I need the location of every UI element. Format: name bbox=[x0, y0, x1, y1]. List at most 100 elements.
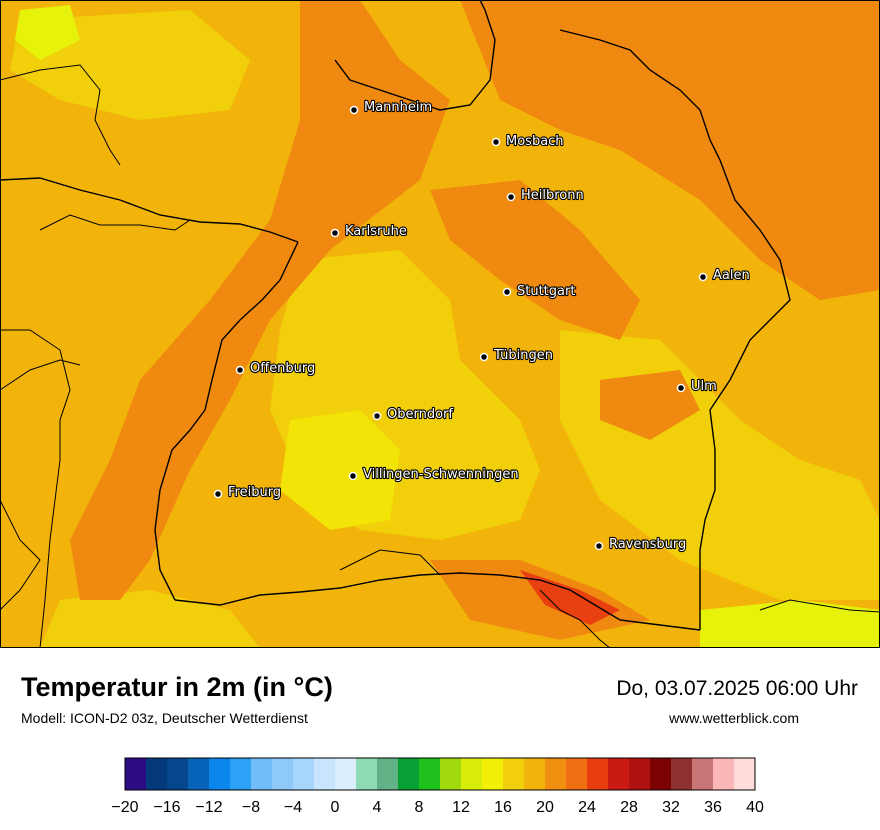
legend-tick-label: 20 bbox=[536, 799, 554, 816]
legend-swatch bbox=[146, 758, 168, 790]
city-label: Villingen-Schwenningen bbox=[363, 467, 519, 482]
legend-tick-label: −20 bbox=[111, 799, 138, 816]
legend-tick-label: 32 bbox=[662, 799, 680, 816]
legend-swatch bbox=[230, 758, 252, 790]
city-label: Freiburg bbox=[228, 485, 281, 500]
city-stuttgart: Stuttgart bbox=[502, 283, 577, 300]
legend-swatch bbox=[524, 758, 546, 790]
legend-tick-label: 28 bbox=[620, 799, 638, 816]
city-label: Karlsruhe bbox=[345, 224, 407, 239]
city-dot bbox=[698, 272, 708, 282]
city-mannheim: Mannheim bbox=[349, 99, 433, 116]
legend-tick-label: 4 bbox=[373, 799, 382, 816]
city-dot bbox=[330, 228, 340, 238]
temp-zone-red-lake bbox=[520, 570, 620, 625]
city-oberndorf: Oberndorf bbox=[372, 406, 454, 423]
legend-swatch bbox=[461, 758, 483, 790]
city-offenburg: Offenburg bbox=[235, 360, 316, 377]
temp-zone-orange-danube bbox=[600, 370, 700, 440]
legend-swatch bbox=[608, 758, 630, 790]
city-dot bbox=[349, 105, 359, 115]
temperature-map: Mannheim Mosbach Heilbronn Karlsruhe Aal… bbox=[0, 0, 880, 648]
legend-swatch bbox=[587, 758, 609, 790]
website-link[interactable]: www.wetterblick.com bbox=[669, 710, 799, 726]
legend-tick-label: −4 bbox=[284, 799, 302, 816]
legend-tick-label: 8 bbox=[415, 799, 424, 816]
city-villingen-schwenningen: Villingen-Schwenningen bbox=[348, 466, 520, 483]
legend-swatch bbox=[629, 758, 651, 790]
city-dot bbox=[372, 411, 382, 421]
state-borders bbox=[0, 0, 791, 631]
legend-swatch bbox=[335, 758, 357, 790]
city-label: Mosbach bbox=[506, 134, 564, 149]
temp-zone-gold-southwest bbox=[40, 590, 260, 648]
legend-tick-label: 24 bbox=[578, 799, 596, 816]
city-label: Tübingen bbox=[493, 348, 553, 363]
legend-swatch bbox=[293, 758, 315, 790]
legend-frame bbox=[124, 757, 756, 791]
city-tuebingen: Tübingen bbox=[479, 347, 554, 364]
city-markers: Mannheim Mosbach Heilbronn Karlsruhe Aal… bbox=[213, 99, 751, 553]
city-dot bbox=[676, 383, 686, 393]
city-aalen: Aalen bbox=[698, 267, 751, 284]
legend-swatch bbox=[713, 758, 735, 790]
temp-zone-orange-rhine bbox=[70, 0, 450, 600]
city-label: Heilbronn bbox=[521, 188, 584, 203]
color-legend: −20 −16 −12 −8 −4 0 4 8 12 16 20 24 28 32 36 40 bbox=[111, 757, 764, 816]
temp-zone-orange-northeast bbox=[460, 0, 880, 300]
legend-tick-label: −8 bbox=[242, 799, 260, 816]
legend-swatch bbox=[377, 758, 399, 790]
city-dot bbox=[479, 352, 489, 362]
legend-swatch bbox=[692, 758, 714, 790]
city-heilbronn: Heilbronn bbox=[506, 187, 585, 204]
city-karlsruhe: Karlsruhe bbox=[330, 223, 408, 240]
legend-swatch bbox=[440, 758, 462, 790]
city-dot bbox=[213, 489, 223, 499]
legend-swatch bbox=[188, 758, 210, 790]
city-freiburg: Freiburg bbox=[213, 484, 282, 501]
city-label: Aalen bbox=[713, 268, 750, 283]
temp-zone-orange-neckar bbox=[430, 180, 640, 340]
legend-swatch bbox=[482, 758, 504, 790]
legend-tick-label: −12 bbox=[195, 799, 222, 816]
city-label: Stuttgart bbox=[517, 284, 575, 299]
city-dot bbox=[594, 541, 604, 551]
legend-swatch bbox=[671, 758, 693, 790]
legend-swatch bbox=[314, 758, 336, 790]
legend-tick-label: 16 bbox=[494, 799, 512, 816]
forecast-datetime: Do, 03.07.2025 06:00 Uhr bbox=[616, 677, 858, 700]
city-mosbach: Mosbach bbox=[491, 133, 565, 150]
map-title: Temperatur in 2m (in °C) bbox=[21, 672, 333, 702]
legend-swatch bbox=[503, 758, 525, 790]
city-dot bbox=[491, 137, 501, 147]
city-ulm: Ulm bbox=[676, 378, 718, 395]
temp-zone-yellow-blackforest bbox=[280, 410, 400, 530]
legend-swatch bbox=[566, 758, 588, 790]
legend-swatches bbox=[125, 758, 756, 790]
city-ravensburg: Ravensburg bbox=[594, 536, 687, 553]
city-label: Ulm bbox=[691, 379, 717, 394]
legend-tick-label: 0 bbox=[331, 799, 340, 816]
city-label: Ravensburg bbox=[609, 537, 686, 552]
legend-swatch bbox=[209, 758, 231, 790]
legend-tick-label: −16 bbox=[153, 799, 180, 816]
legend-tick-label: 12 bbox=[452, 799, 470, 816]
temp-zone-lime-southeast bbox=[700, 600, 880, 648]
temp-zone-lime-north bbox=[15, 5, 80, 60]
city-label: Offenburg bbox=[250, 361, 315, 376]
legend-swatch bbox=[734, 758, 756, 790]
legend-swatch bbox=[545, 758, 567, 790]
city-dot bbox=[502, 287, 512, 297]
city-label: Mannheim bbox=[364, 100, 432, 115]
model-source: Modell: ICON-D2 03z, Deutscher Wetterdie… bbox=[21, 710, 308, 726]
legend-swatch bbox=[272, 758, 294, 790]
legend-swatch bbox=[167, 758, 189, 790]
legend-swatch bbox=[398, 758, 420, 790]
legend-swatch bbox=[251, 758, 273, 790]
legend-tick-label: 36 bbox=[704, 799, 722, 816]
legend-swatch bbox=[419, 758, 441, 790]
city-label: Oberndorf bbox=[387, 407, 453, 422]
legend-swatch bbox=[650, 758, 672, 790]
city-dot bbox=[348, 471, 358, 481]
legend-tick-label: 40 bbox=[746, 799, 764, 816]
